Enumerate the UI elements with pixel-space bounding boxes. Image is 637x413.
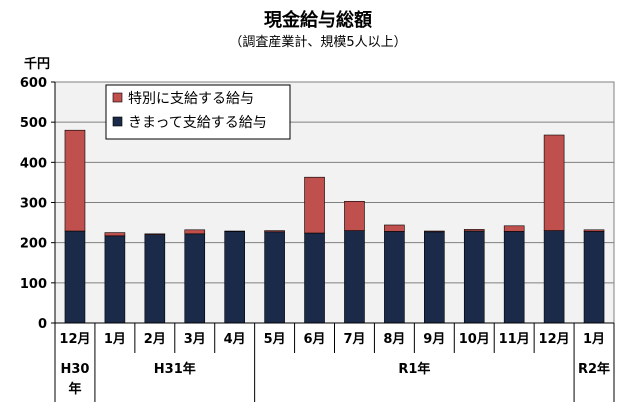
y-tick-label: 100 [20,277,47,292]
bar-segment [184,233,206,324]
bar-segment [384,231,405,324]
bar-segment [384,224,405,232]
bar-segment [104,235,126,324]
bar-segment [104,232,126,237]
bar-segment [463,230,485,324]
x-category-label: 10月 [459,332,490,347]
y-axis-unit: 千円 [24,56,50,72]
year-group-label: H31年 [154,361,196,377]
bar-segment [583,229,605,232]
legend-box [105,84,291,140]
x-category-label: 7月 [343,332,365,347]
bar-segment [224,231,245,324]
bar-segment [184,229,206,235]
bar-segment [503,231,525,324]
bar-segment [583,231,605,324]
y-tick-label: 0 [38,317,47,332]
x-category-label: 6月 [304,332,326,347]
x-category-label: 5月 [264,332,286,347]
y-tick-label: 500 [20,116,47,131]
year-group-label: R2年 [578,361,610,377]
bar-segment [543,230,565,324]
bar-segment [264,230,285,233]
bar-segment [543,134,565,231]
chart-title: 現金給与総額 [264,9,372,31]
legend-label: きまって支給する給与 [128,115,267,131]
legend-label: 特別に支給する給与 [128,91,254,107]
x-category-label: 11月 [499,332,530,347]
bar-segment [264,231,285,324]
bar-segment [344,230,365,324]
bar-segment [424,231,445,324]
x-category-label: 8月 [383,332,405,347]
x-axis-table: 12月 1月 2月 3月 4月 5月 6月 7月 8月 9月 10月 11月 12月 1月 H30 年 H31年… [54,323,615,402]
bar-segment [304,232,325,324]
y-tick-label: 200 [20,237,47,252]
y-tick-label: 300 [20,197,47,212]
x-category-label: 1月 [583,332,605,347]
x-category-label: 4月 [224,332,246,347]
bar-segment [144,234,166,324]
bar-segment [64,230,86,324]
bar-segment [344,200,365,231]
x-category-label: 2月 [144,332,166,347]
x-category-label: 3月 [184,332,206,347]
bar-segment [64,129,86,232]
x-category-label: 12月 [539,332,570,347]
bar-segment [144,233,166,235]
x-category-label: 12月 [59,332,90,347]
legend-swatch [112,116,123,127]
bar-segment [424,230,445,233]
x-category-label: 1月 [104,332,126,347]
year-group-label: H30 年 [60,362,89,397]
legend-swatch [112,92,123,103]
y-tick-label: 600 [20,76,47,91]
bar-segment [304,176,325,234]
x-category-label: 9月 [423,332,445,347]
chart-subtitle: （調査産業計、規模5人以上） [229,34,406,50]
year-group-label: R1年 [398,361,430,377]
bar-segment [463,229,485,232]
plot-area: 0 100 200 300 400 500 600 [20,76,615,332]
bar-segment [503,225,525,232]
y-tick-label: 400 [20,156,47,171]
